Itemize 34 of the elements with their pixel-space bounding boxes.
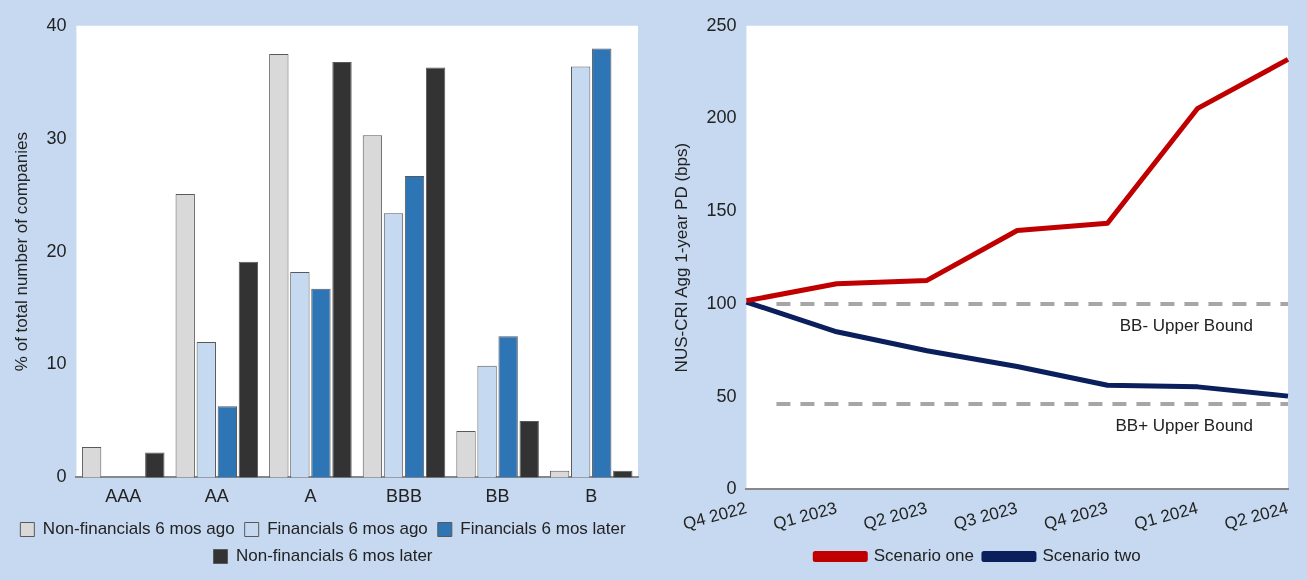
legend-label: Financials 6 mos ago bbox=[267, 519, 428, 539]
y-tick-label: 10 bbox=[46, 353, 67, 374]
legend-label: Financials 6 mos later bbox=[460, 519, 626, 539]
y-tick-label: 250 bbox=[706, 14, 737, 35]
legend-label: Non-financials 6 mos ago bbox=[42, 519, 235, 539]
x-tick-label: AA bbox=[204, 486, 229, 507]
x-tick-label: Q4 2023 bbox=[1041, 498, 1110, 534]
y-tick-label: 150 bbox=[706, 200, 737, 221]
x-tick-label: B bbox=[585, 486, 598, 507]
x-tick-label: Q3 2023 bbox=[951, 498, 1020, 534]
y-tick-label: 20 bbox=[46, 240, 67, 261]
y-tick-label: 0 bbox=[56, 466, 67, 487]
x-tick-label: Q4 2022 bbox=[680, 498, 749, 534]
x-tick-label: BB bbox=[485, 486, 510, 507]
x-tick-label: Q2 2024 bbox=[1222, 498, 1291, 534]
ref-line-label: BB+ Upper Bound bbox=[1115, 416, 1253, 436]
legend-label: Scenario one bbox=[873, 546, 974, 566]
x-tick-label: Q1 2024 bbox=[1132, 498, 1200, 534]
legend-label: Scenario two bbox=[1042, 546, 1141, 566]
legend-label: Non-financials 6 mos later bbox=[235, 546, 433, 566]
y-tick-label: 0 bbox=[726, 478, 737, 499]
x-tick-label: A bbox=[304, 486, 317, 507]
ref-line-label: BB- Upper Bound bbox=[1119, 316, 1253, 336]
x-tick-label: Q2 2023 bbox=[861, 498, 930, 534]
y-axis-title: % of total number of companies bbox=[11, 132, 31, 372]
y-tick-label: 50 bbox=[716, 385, 737, 406]
x-tick-label: Q1 2023 bbox=[771, 498, 839, 534]
y-tick-label: 40 bbox=[46, 14, 67, 35]
y-tick-label: 30 bbox=[46, 127, 67, 148]
x-tick-label: BBB bbox=[385, 486, 423, 507]
x-tick-label: AAA bbox=[105, 486, 142, 507]
y-tick-label: 100 bbox=[706, 292, 737, 313]
y-tick-label: 200 bbox=[706, 107, 737, 128]
y-axis-title: NUS-CRI Agg 1-year PD (bps) bbox=[671, 142, 691, 373]
